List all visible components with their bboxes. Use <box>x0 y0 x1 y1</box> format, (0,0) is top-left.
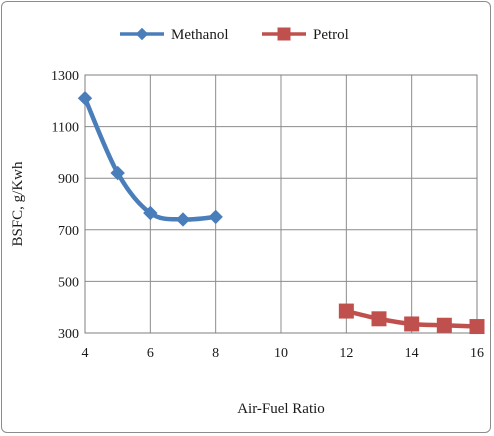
data-point-methanol <box>77 91 93 106</box>
y-tick-label: 500 <box>58 275 79 290</box>
legend-label-petrol: Petrol <box>313 27 349 43</box>
data-point-methanol <box>110 165 125 181</box>
y-tick-label: 700 <box>58 224 79 239</box>
y-axis-ticks: 300 500 700 900 1100 1300 <box>51 69 79 342</box>
y-tick-label: 900 <box>58 172 79 187</box>
x-tick-label: 16 <box>470 346 484 361</box>
x-tick-label: 8 <box>212 346 219 361</box>
x-tick-label: 6 <box>147 346 154 361</box>
x-axis-label: Air-Fuel Ratio <box>237 401 325 417</box>
data-point-methanol <box>175 212 191 227</box>
y-tick-label: 300 <box>58 327 79 342</box>
x-tick-label: 10 <box>274 346 288 361</box>
legend-marker-methanol <box>135 27 149 41</box>
data-point-methanol <box>143 205 158 221</box>
x-tick-label: 12 <box>339 346 353 361</box>
x-tick-label: 4 <box>82 346 89 361</box>
x-axis-ticks: 4 6 8 10 12 14 16 <box>82 346 485 361</box>
data-point-methanol <box>208 209 223 225</box>
series-methanol <box>77 91 223 227</box>
data-point-petrol <box>338 303 354 319</box>
data-point-petrol <box>469 319 485 335</box>
y-tick-label: 1300 <box>51 69 79 84</box>
legend-label-methanol: Methanol <box>171 27 229 43</box>
legend-marker-petrol <box>277 27 291 41</box>
series-petrol <box>338 303 485 335</box>
data-point-petrol <box>404 316 420 332</box>
legend: Methanol Petrol <box>120 27 349 43</box>
grid <box>84 74 478 334</box>
data-point-petrol <box>436 317 452 333</box>
series-layer <box>77 91 485 335</box>
data-point-petrol <box>371 311 387 327</box>
y-tick-label: 1100 <box>52 121 79 136</box>
plot-area <box>84 74 478 334</box>
y-axis-label: BSFC, g/Kwh <box>10 161 26 247</box>
x-tick-label: 14 <box>405 346 419 361</box>
